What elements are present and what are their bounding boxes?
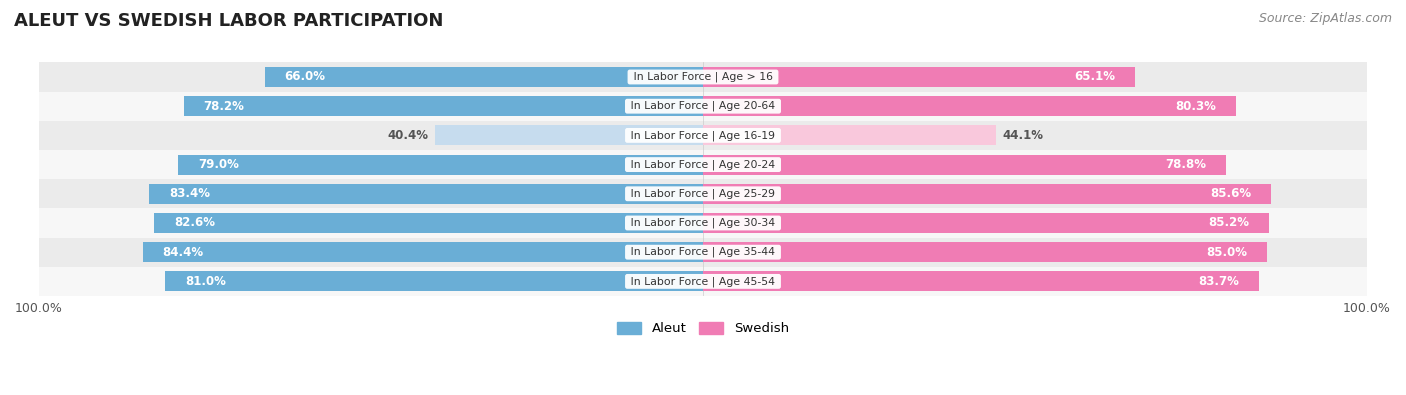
Text: 44.1%: 44.1% [1002, 129, 1043, 142]
Text: In Labor Force | Age 20-64: In Labor Force | Age 20-64 [627, 101, 779, 111]
Bar [703, 96, 1236, 116]
Text: 84.4%: 84.4% [163, 246, 204, 259]
Bar [142, 242, 703, 262]
Bar [703, 271, 1258, 292]
Bar [39, 267, 1367, 296]
Bar [39, 62, 1367, 92]
Text: 66.0%: 66.0% [284, 70, 326, 83]
Text: 85.2%: 85.2% [1208, 216, 1249, 229]
Bar [39, 209, 1367, 237]
Text: 83.7%: 83.7% [1198, 275, 1239, 288]
Bar [703, 242, 1267, 262]
Bar [39, 121, 1367, 150]
Text: In Labor Force | Age 35-44: In Labor Force | Age 35-44 [627, 247, 779, 258]
Text: In Labor Force | Age 30-34: In Labor Force | Age 30-34 [627, 218, 779, 228]
Legend: Aleut, Swedish: Aleut, Swedish [612, 317, 794, 341]
Text: In Labor Force | Age 45-54: In Labor Force | Age 45-54 [627, 276, 779, 287]
Bar [39, 179, 1367, 209]
Bar [703, 213, 1268, 233]
Text: 65.1%: 65.1% [1074, 70, 1115, 83]
Bar [155, 213, 703, 233]
Text: In Labor Force | Age > 16: In Labor Force | Age > 16 [630, 72, 776, 82]
Text: 78.8%: 78.8% [1166, 158, 1206, 171]
Bar [434, 126, 703, 145]
Bar [703, 184, 1271, 204]
Text: 40.4%: 40.4% [387, 129, 427, 142]
Bar [39, 92, 1367, 121]
Bar [179, 155, 703, 175]
Text: 83.4%: 83.4% [169, 187, 209, 200]
Text: 78.2%: 78.2% [204, 100, 245, 113]
Text: Source: ZipAtlas.com: Source: ZipAtlas.com [1258, 12, 1392, 25]
Bar [184, 96, 703, 116]
Bar [39, 237, 1367, 267]
Text: 82.6%: 82.6% [174, 216, 215, 229]
Text: In Labor Force | Age 25-29: In Labor Force | Age 25-29 [627, 188, 779, 199]
Bar [264, 67, 703, 87]
Text: In Labor Force | Age 16-19: In Labor Force | Age 16-19 [627, 130, 779, 141]
Bar [39, 150, 1367, 179]
Text: 85.6%: 85.6% [1211, 187, 1251, 200]
Bar [149, 184, 703, 204]
Text: 80.3%: 80.3% [1175, 100, 1216, 113]
Bar [703, 126, 995, 145]
Text: ALEUT VS SWEDISH LABOR PARTICIPATION: ALEUT VS SWEDISH LABOR PARTICIPATION [14, 12, 443, 30]
Text: 79.0%: 79.0% [198, 158, 239, 171]
Bar [703, 155, 1226, 175]
Bar [703, 67, 1135, 87]
Text: 85.0%: 85.0% [1206, 246, 1247, 259]
Text: 81.0%: 81.0% [186, 275, 226, 288]
Bar [165, 271, 703, 292]
Text: In Labor Force | Age 20-24: In Labor Force | Age 20-24 [627, 159, 779, 170]
